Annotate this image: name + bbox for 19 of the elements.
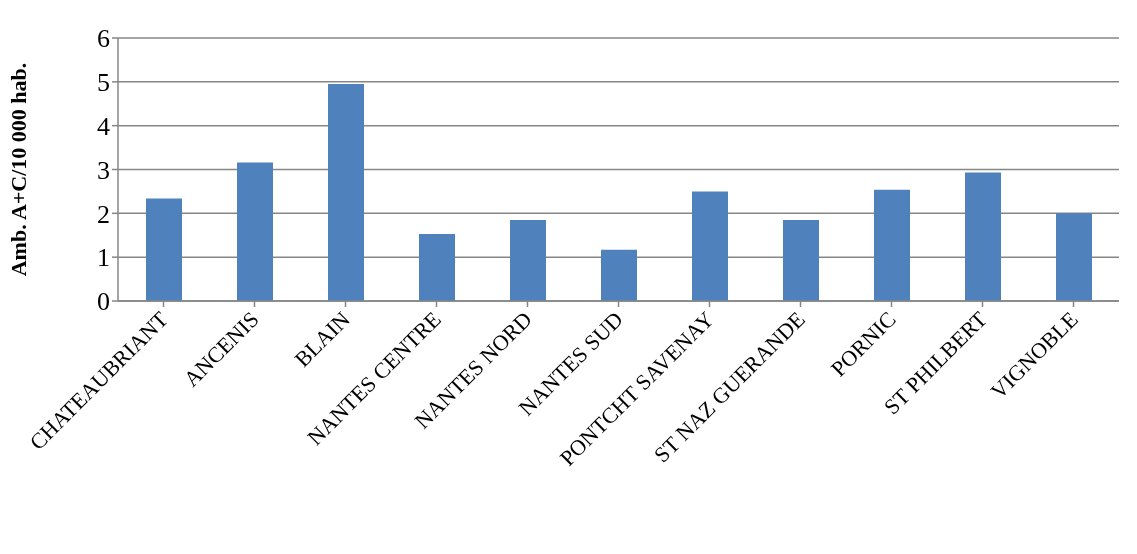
bar: [965, 172, 1001, 301]
bar: [874, 189, 910, 301]
bar: [328, 84, 364, 301]
bar: [146, 198, 182, 301]
y-tick-label: 4: [97, 111, 110, 141]
bar: [1056, 213, 1092, 301]
bar: [510, 219, 546, 301]
bar: [601, 249, 637, 301]
y-tick-label: 0: [97, 287, 110, 317]
y-tick-label: 1: [97, 243, 110, 273]
y-tick-label: 6: [97, 24, 110, 54]
bar: [692, 191, 728, 301]
y-tick-label: 2: [97, 199, 110, 229]
bar: [419, 233, 455, 301]
y-tick-label: 3: [97, 155, 110, 185]
bar: [237, 162, 273, 301]
y-tick-label: 5: [97, 68, 110, 98]
bar: [783, 219, 819, 301]
y-axis-title: Amb. A+C/10 000 hab.: [5, 62, 31, 277]
